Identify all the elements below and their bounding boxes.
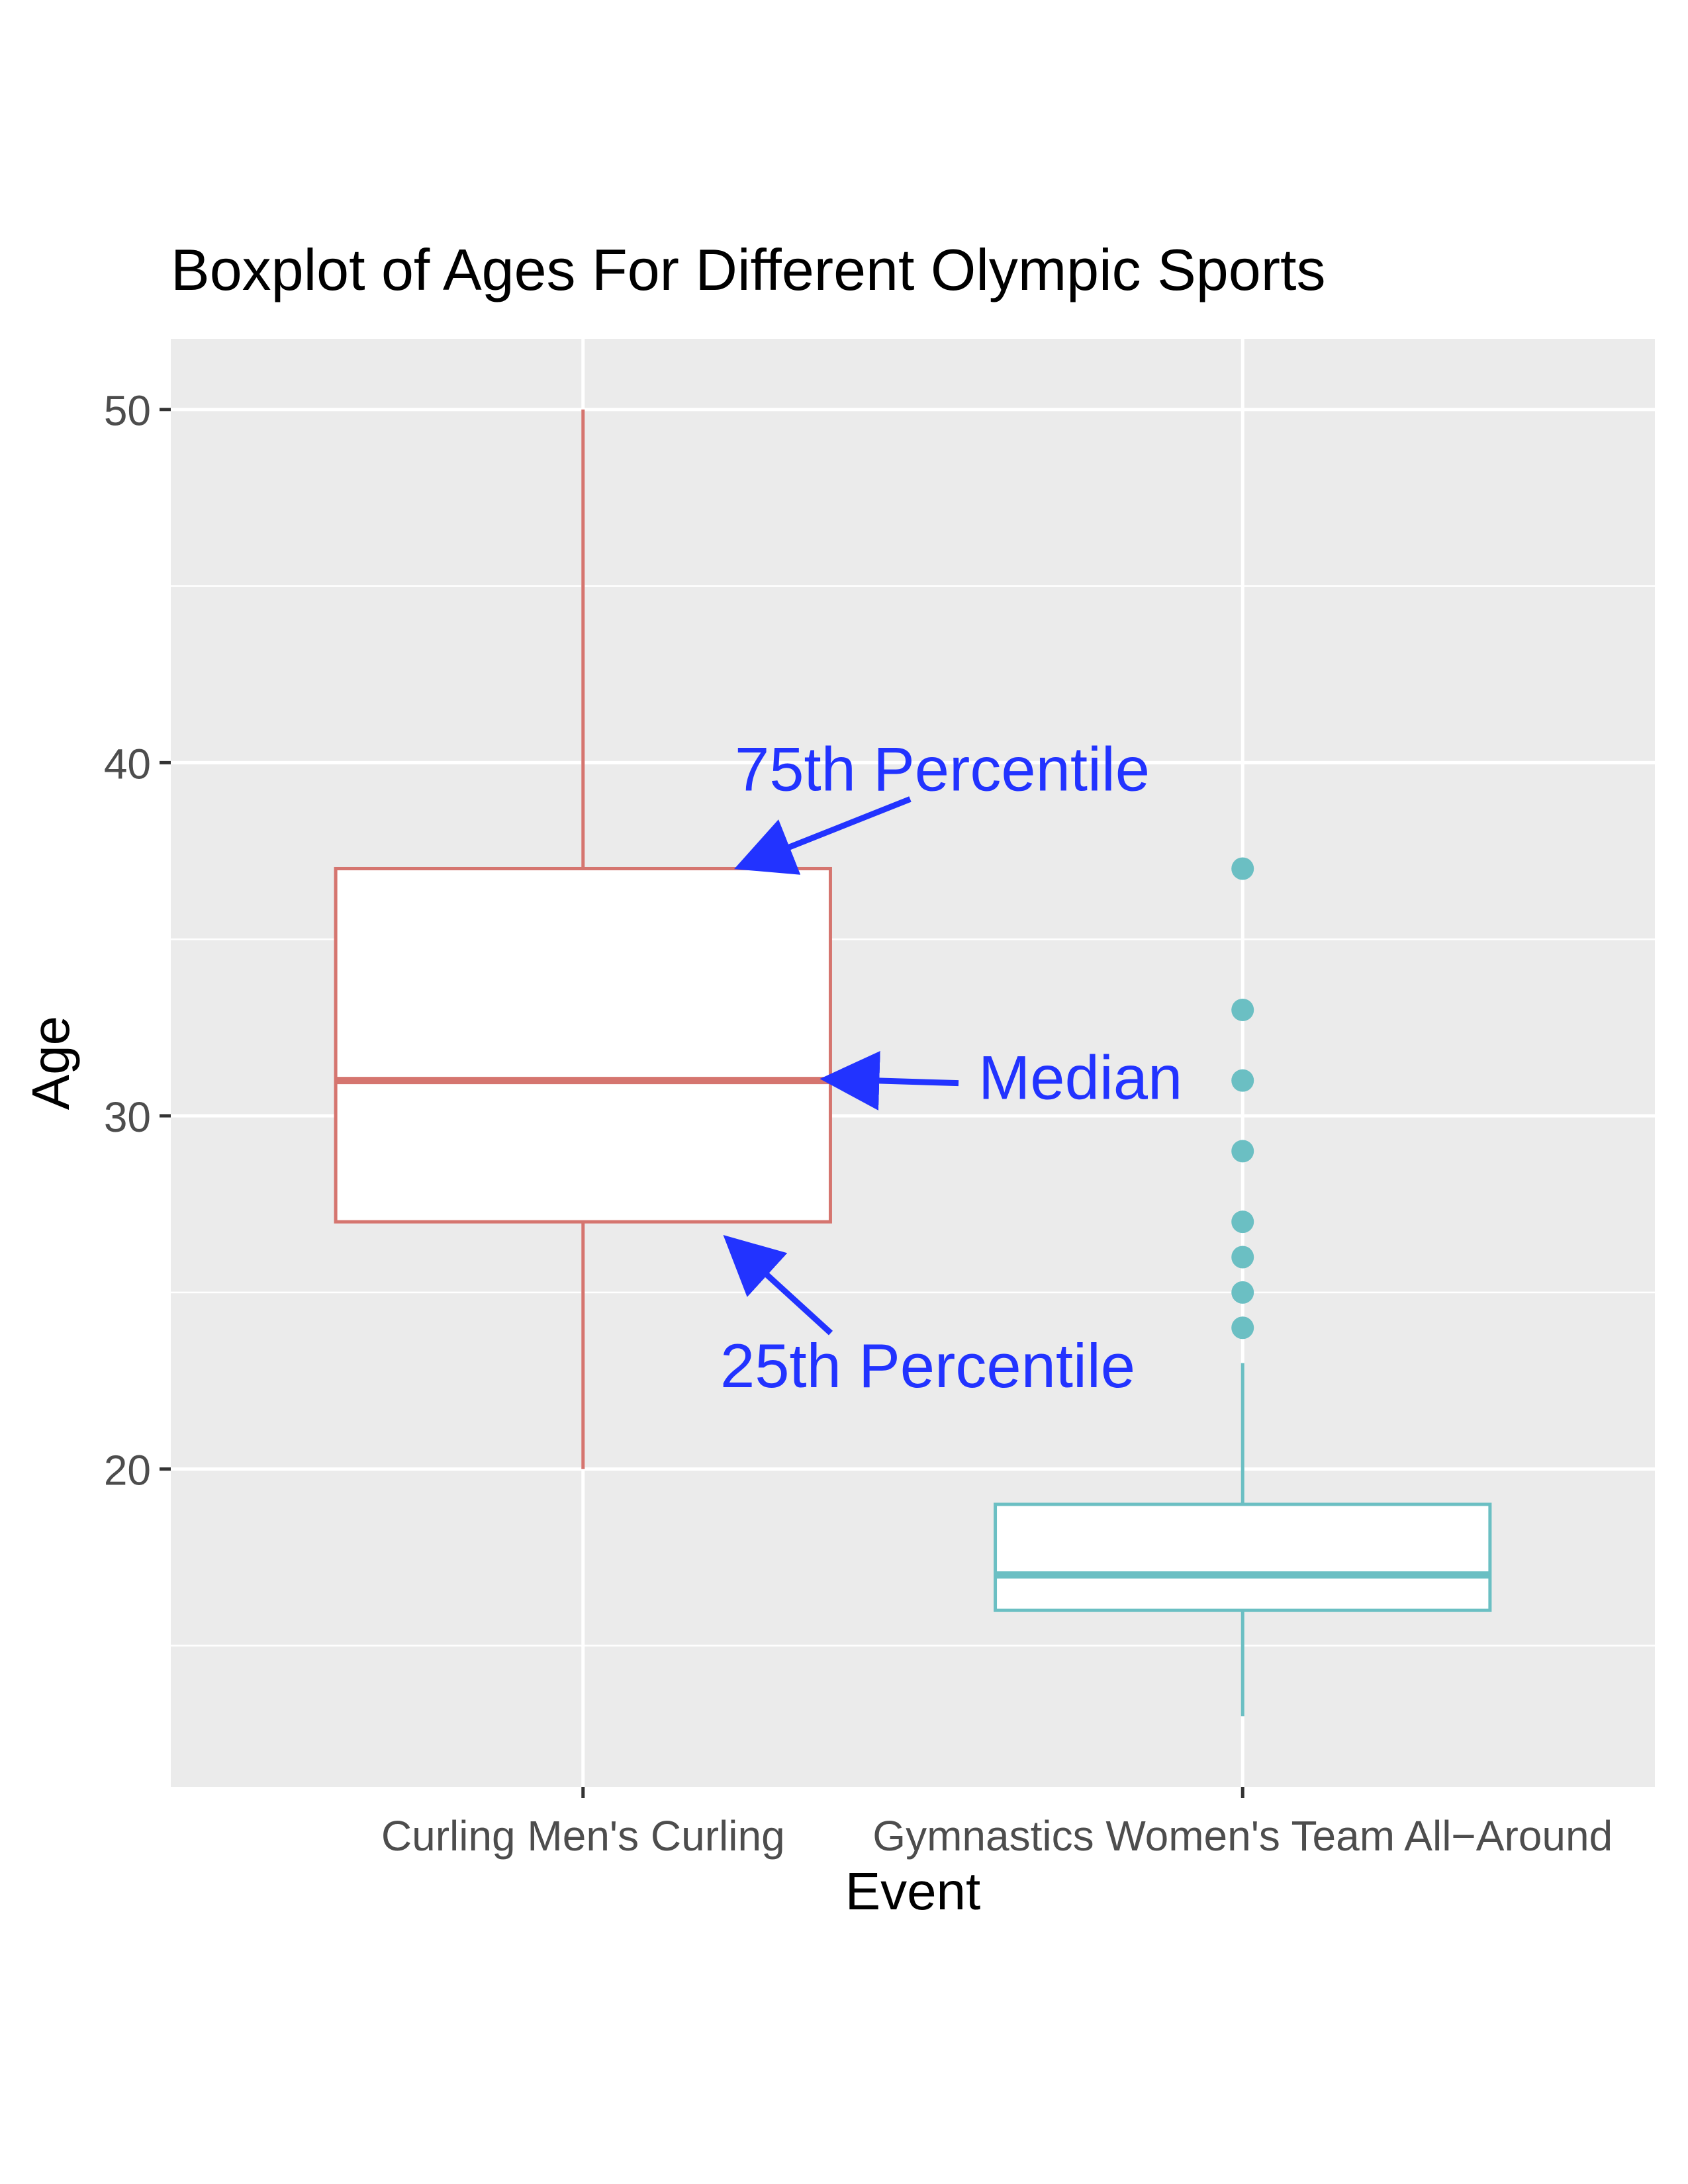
outlier-point — [1231, 857, 1254, 880]
annotation-label: 25th Percentile — [720, 1331, 1135, 1400]
outlier-point — [1231, 1210, 1254, 1234]
outlier-point — [1231, 1069, 1254, 1092]
box-0 — [334, 409, 832, 1469]
box-iqr — [994, 1502, 1492, 1612]
annotation-arrow — [820, 1050, 959, 1111]
box-1 — [994, 857, 1492, 1717]
chart-title: Boxplot of Ages For Different Olympic Sp… — [171, 237, 1325, 302]
annotation-label: Median — [978, 1043, 1182, 1113]
outlier-point — [1231, 1316, 1254, 1340]
annotation-label: 75th Percentile — [735, 734, 1150, 803]
axes: 20 30 40 50 Curling Men's Curling Gymnastics … — [104, 387, 1613, 1860]
x-axis-label: Event — [845, 1862, 981, 1921]
annotation-arrow — [723, 1235, 833, 1336]
boxes — [334, 409, 1492, 1717]
outlier-point — [1231, 1281, 1254, 1304]
outlier-point — [1231, 1246, 1254, 1269]
x-tick-label: Curling Men's Curling — [381, 1812, 785, 1860]
outlier-point — [1231, 1140, 1254, 1163]
y-tick-label: 40 — [104, 740, 151, 788]
annotation-arrow — [734, 796, 912, 875]
x-tick-label: Gymnastics Women's Team All−Around — [872, 1812, 1613, 1860]
annotations: 75th Percentile Median 25th Percentile — [720, 734, 1182, 1400]
y-tick-label: 50 — [104, 387, 151, 435]
y-tick-label: 30 — [104, 1093, 151, 1141]
box-iqr — [334, 866, 832, 1224]
outlier-point — [1231, 998, 1254, 1021]
y-tick-label: 20 — [104, 1447, 151, 1494]
y-axis-label: Age — [21, 1016, 80, 1110]
